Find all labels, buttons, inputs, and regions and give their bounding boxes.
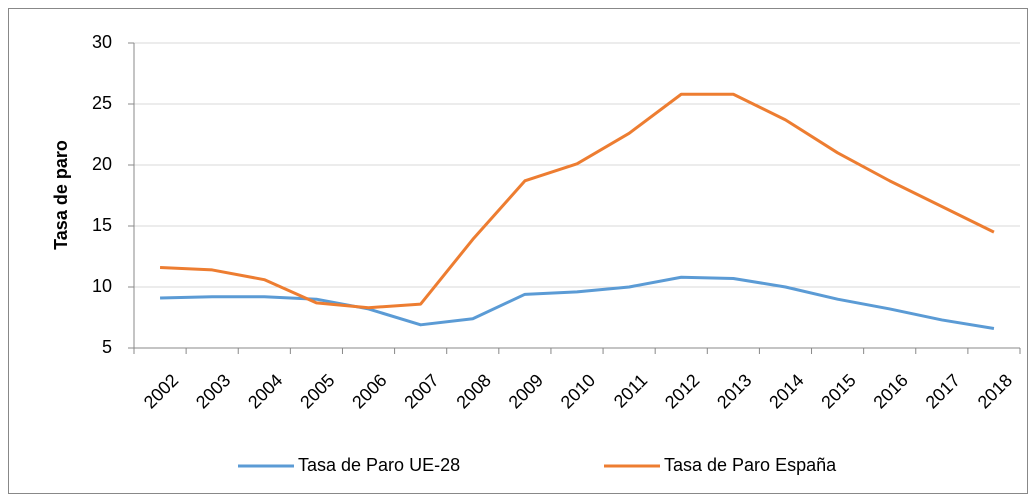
chart-border [8,8,1028,494]
y-tick-label: 20 [92,154,112,174]
legend-label: Tasa de Paro España [664,455,837,475]
series-line [160,275,995,330]
y-tick-label: 25 [92,93,112,113]
y-tick-label: 30 [92,32,112,52]
y-tick-label: 10 [92,276,112,296]
y-tick-label: 15 [92,215,112,235]
series-line [159,92,995,310]
y-axis-label: Tasa de paro [51,140,71,250]
legend-label: Tasa de Paro UE-28 [298,455,460,475]
y-tick-label: 5 [102,337,112,357]
